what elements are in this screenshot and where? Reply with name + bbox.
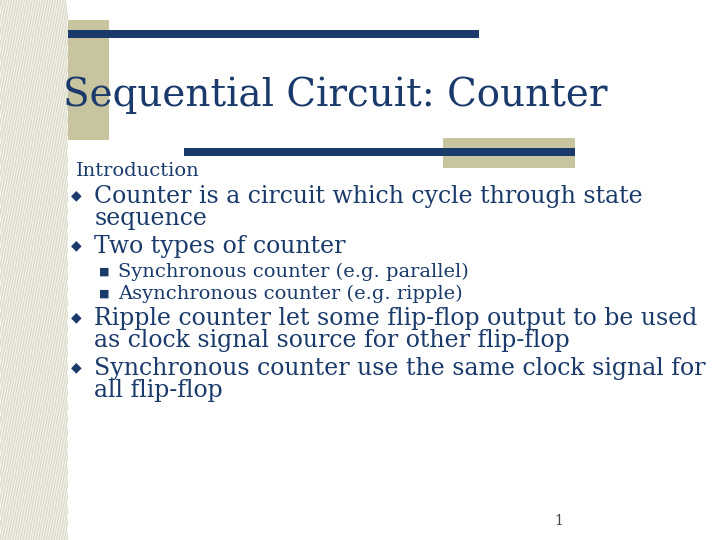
Text: Asynchronous counter (e.g. ripple): Asynchronous counter (e.g. ripple) [118,285,463,303]
Text: ◆: ◆ [71,188,81,202]
Text: ■: ■ [99,267,109,276]
Text: 1: 1 [554,514,563,528]
Bar [68,20,109,140]
Text: ■: ■ [99,288,109,299]
Text: Two types of counter: Two types of counter [94,235,346,258]
Bar [184,148,575,156]
Text: Sequential Circuit: Counter: Sequential Circuit: Counter [63,76,608,114]
Bar [444,138,575,168]
Text: as clock signal source for other flip-flop: as clock signal source for other flip-fl… [94,329,570,352]
Bar [68,0,575,540]
Text: sequence: sequence [94,207,207,230]
Text: ◆: ◆ [71,238,81,252]
Text: ◆: ◆ [71,360,81,374]
Text: Ripple counter let some flip-flop output to be used: Ripple counter let some flip-flop output… [94,307,698,330]
Text: Synchronous counter use the same clock signal for: Synchronous counter use the same clock s… [94,357,706,380]
Bar [68,30,480,38]
Text: ◆: ◆ [71,310,81,324]
Text: Introduction: Introduction [76,162,199,180]
Text: Synchronous counter (e.g. parallel): Synchronous counter (e.g. parallel) [118,263,469,281]
Text: Counter is a circuit which cycle through state: Counter is a circuit which cycle through… [94,185,643,208]
Text: all flip-flop: all flip-flop [94,379,223,402]
